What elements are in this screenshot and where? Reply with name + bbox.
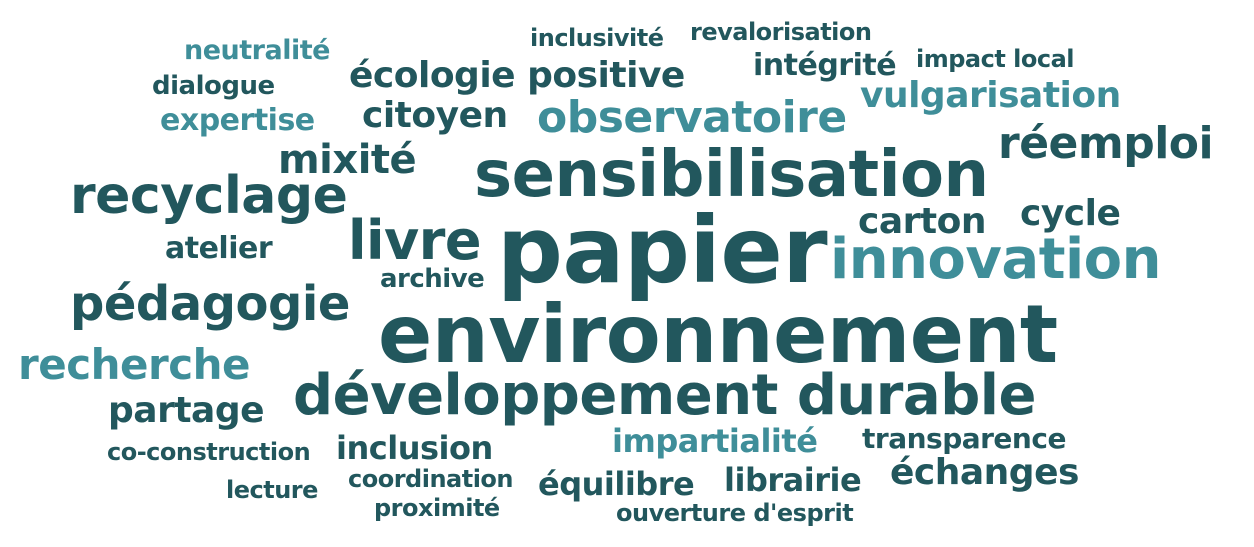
word-expertise: expertise <box>160 103 315 138</box>
word-archive: archive <box>380 264 485 294</box>
word-mixite: mixité <box>278 137 417 183</box>
word-partage: partage <box>108 390 265 431</box>
word-lecture: lecture <box>226 476 318 504</box>
word-recherche: recherche <box>18 340 250 389</box>
word-innovation: innovation <box>830 227 1162 292</box>
word-environnement: environnement <box>378 288 1058 381</box>
word-reemploi: réemploi <box>998 118 1214 169</box>
word-papier: papier <box>497 197 828 304</box>
word-librairie: librairie <box>724 461 862 499</box>
word-proximite: proximité <box>374 494 500 522</box>
word-livre: livre <box>348 209 481 272</box>
word-observatoire: observatoire <box>537 92 847 143</box>
word-recyclage: recyclage <box>70 166 348 226</box>
word-integrite: intégrité <box>753 48 897 83</box>
word-ouverture-d-esprit: ouverture d'esprit <box>616 499 854 527</box>
word-developpement-durable: développement durable <box>293 363 1036 428</box>
word-impact-local: impact local <box>916 45 1075 73</box>
word-revalorisation: revalorisation <box>690 18 872 46</box>
word-citoyen: citoyen <box>362 95 508 136</box>
word-cycle: cycle <box>1020 193 1121 234</box>
word-inclusivite: inclusivité <box>530 24 664 52</box>
word-transparence: transparence <box>862 422 1066 455</box>
word-neutralite: neutralité <box>184 35 330 66</box>
word-inclusion: inclusion <box>336 429 493 467</box>
word-echanges: échanges <box>890 452 1079 493</box>
word-impartialite: impartialité <box>612 422 818 460</box>
word-vulgarisation: vulgarisation <box>860 75 1121 116</box>
word-ecologie-positive: écologie positive <box>349 55 685 96</box>
word-coordination: coordination <box>348 465 514 493</box>
word-carton: carton <box>858 201 986 242</box>
word-equilibre: équilibre <box>538 465 695 503</box>
word-sensibilisation: sensibilisation <box>474 138 989 212</box>
word-pedagogie: pédagogie <box>70 276 350 332</box>
word-dialogue: dialogue <box>152 71 275 101</box>
word-co-construction: co-construction <box>107 438 311 466</box>
word-atelier: atelier <box>165 231 273 266</box>
